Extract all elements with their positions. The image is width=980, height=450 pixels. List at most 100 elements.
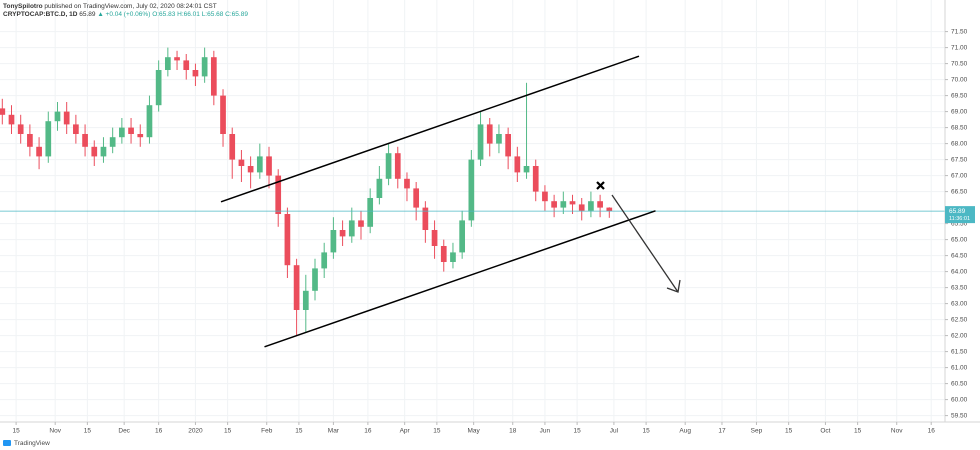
candle-body xyxy=(266,156,272,176)
candle-body xyxy=(376,178,383,198)
y-tick-label: 63.00 xyxy=(951,300,968,307)
candle-body xyxy=(532,166,539,192)
candle-body xyxy=(82,134,88,147)
y-tick-label: 68.00 xyxy=(951,140,968,147)
price: 65.89 xyxy=(79,11,96,18)
y-tick-label: 62.00 xyxy=(951,332,968,339)
candle-body xyxy=(505,134,511,157)
candle-body xyxy=(201,57,208,77)
candle-body xyxy=(174,57,180,61)
candle-body xyxy=(597,201,603,208)
candle-body xyxy=(486,124,493,144)
x-tick-label: 15 xyxy=(573,428,581,435)
candle-body xyxy=(27,134,33,147)
y-tick-label: 66.50 xyxy=(951,188,968,195)
y-tick-label: 64.00 xyxy=(951,268,968,275)
y-tick-label: 67.00 xyxy=(951,172,968,179)
x-tick-label: Jun xyxy=(540,428,551,435)
candle-body xyxy=(431,230,438,246)
footer: TradingView xyxy=(3,440,50,447)
candle-body xyxy=(542,191,548,202)
x-tick-label: 15 xyxy=(12,428,20,435)
y-tick-label: 64.50 xyxy=(951,252,968,259)
change: ▲ +0.04 (+0.06%) xyxy=(97,11,150,18)
candle-body xyxy=(229,134,236,160)
y-tick-label: 59.50 xyxy=(951,412,968,419)
y-tick-label: 71.00 xyxy=(951,44,968,51)
arrow xyxy=(611,194,681,293)
x-tick-label: 16 xyxy=(155,428,163,435)
x-tick-label: Oct xyxy=(820,428,830,435)
footer-text: TradingView xyxy=(14,440,50,447)
candle-body xyxy=(247,166,254,173)
author: TonySpilotro xyxy=(3,3,43,10)
candle-body xyxy=(312,268,318,291)
candles xyxy=(0,47,945,336)
candle-body xyxy=(477,124,484,160)
y-tick-label: 60.50 xyxy=(951,380,968,387)
x-tick-label: 15 xyxy=(854,428,862,435)
candle-body xyxy=(54,111,61,122)
candle-body xyxy=(100,146,107,157)
published: published on TradingView.com, July 02, 2… xyxy=(44,3,216,10)
candle-body xyxy=(459,220,466,253)
x-tick-label: Sep xyxy=(751,428,763,435)
x-tick-label: Mar xyxy=(328,428,340,435)
candle-body xyxy=(440,246,447,262)
x-tick-label: Aug xyxy=(679,428,691,435)
candle-body xyxy=(413,188,420,208)
candle-body xyxy=(119,127,125,138)
candle-body xyxy=(192,70,199,77)
candle-body xyxy=(330,230,337,253)
y-tick-label: 60.00 xyxy=(951,396,968,403)
candle-body xyxy=(569,201,576,205)
candle-body xyxy=(348,220,355,237)
candle-body xyxy=(275,175,282,214)
candle-body xyxy=(339,230,346,237)
candle-body xyxy=(155,70,162,106)
y-tick-label: 69.50 xyxy=(951,92,968,99)
candle-body xyxy=(8,114,15,125)
candle-body xyxy=(45,121,52,157)
candle-body xyxy=(496,134,502,144)
x-tick-label: Jul xyxy=(610,428,619,435)
candle-body xyxy=(238,159,245,166)
x-tick-label: 2020 xyxy=(188,428,203,435)
countdown-label: 11:36:01 xyxy=(949,216,970,222)
x-tick-label: Nov xyxy=(891,428,903,435)
x-tick-label: 15 xyxy=(785,428,793,435)
x-tick-label: May xyxy=(468,428,481,435)
y-tick-label: 63.50 xyxy=(951,284,968,291)
candle-body xyxy=(385,153,392,179)
y-tick-label: 71.50 xyxy=(951,28,968,35)
axes: 59.50 60.00 60.50 61.00 61.50 62.00 62.50 63.00… xyxy=(12,28,975,435)
candle-body xyxy=(164,57,171,70)
candle-body xyxy=(284,214,291,266)
x-tick-label: 15 xyxy=(84,428,92,435)
last-price-label: 65.89 xyxy=(949,208,966,215)
last-price-box xyxy=(945,206,975,224)
ohlc: O:65.83 H:66.01 L:65.68 C:65.89 xyxy=(152,11,248,18)
logo xyxy=(3,440,11,446)
candle-body xyxy=(137,134,144,138)
candle-body xyxy=(73,124,79,134)
candle-body xyxy=(450,252,456,262)
candle-body xyxy=(422,207,429,230)
candle-body xyxy=(560,201,567,208)
channel-lower xyxy=(264,210,656,348)
candle-body xyxy=(63,111,70,125)
x-tick-label: 15 xyxy=(433,428,441,435)
candle-body xyxy=(210,57,217,96)
candle-body xyxy=(394,153,401,179)
y-tick-label: 68.50 xyxy=(951,124,968,131)
x-tick-label: Dec xyxy=(118,428,130,435)
x-tick-label: 16 xyxy=(928,428,936,435)
y-tick-label: 70.50 xyxy=(951,60,968,67)
y-tick-label: 65.50 xyxy=(951,220,968,227)
candle-body xyxy=(468,159,475,221)
x-tick-label: 16 xyxy=(364,428,372,435)
x-tick-label: 15 xyxy=(224,428,232,435)
y-tick-label: 67.50 xyxy=(951,156,968,163)
